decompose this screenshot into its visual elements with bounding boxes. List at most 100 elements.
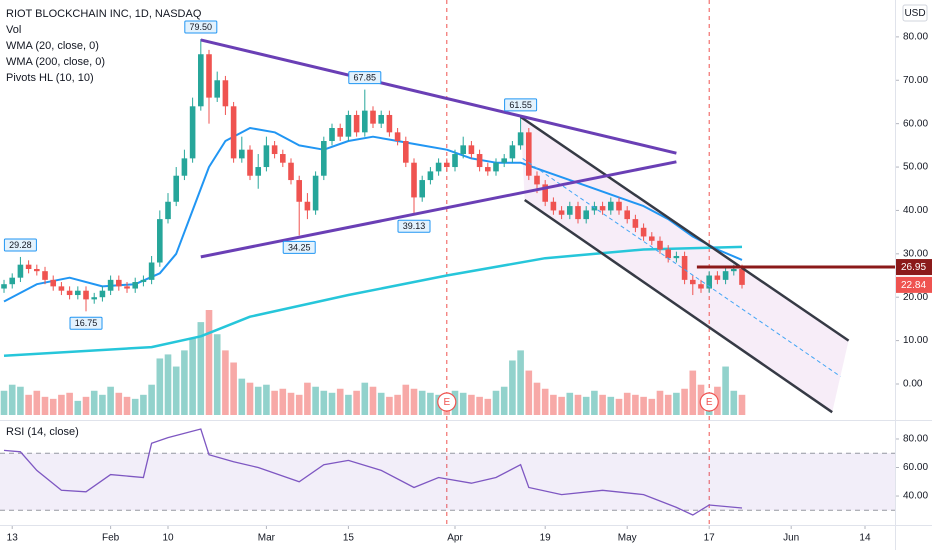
volume-bar: [353, 390, 360, 415]
candle-body: [657, 240, 663, 250]
candle-body: [444, 162, 450, 168]
candle-body: [304, 201, 311, 211]
candle-body: [624, 210, 630, 220]
volume-bar: [263, 384, 270, 415]
candle-body: [550, 201, 557, 211]
x-tick-label: 10: [162, 533, 174, 544]
legend-rsi: RSI (14, close): [6, 426, 79, 438]
volume-bar: [271, 390, 278, 415]
channel-mid: [522, 158, 841, 377]
volume-bar: [99, 394, 106, 415]
pivot-box: [504, 98, 538, 112]
candle-body: [517, 132, 524, 146]
volume-bar: [468, 394, 475, 415]
volume-bar: [459, 392, 467, 415]
candle-body: [75, 290, 81, 296]
volume-bar: [41, 396, 49, 415]
y-tick-label: 30.00: [903, 248, 928, 259]
pivot-box: [397, 219, 431, 233]
last-price-tag: [896, 276, 932, 293]
volume-bar: [394, 394, 401, 415]
earnings-label: E: [706, 397, 713, 408]
candle-body: [681, 255, 688, 280]
volume-bar: [25, 394, 32, 415]
candle-body: [345, 114, 352, 137]
volume-bar: [238, 378, 246, 415]
volume-bar: [558, 396, 565, 415]
volume-bar: [730, 390, 738, 415]
candle-body: [50, 279, 57, 287]
candle-body: [263, 145, 270, 168]
y-tick-label: 50.00: [903, 162, 928, 173]
candle-body: [558, 210, 565, 215]
x-tick-label: 17: [704, 533, 716, 544]
candle-body: [534, 175, 540, 185]
candle-body: [386, 114, 393, 133]
x-tick-label: 13: [7, 533, 19, 544]
legend-wma200: WMA (200, close, 0): [6, 56, 105, 68]
candle-body: [526, 132, 532, 176]
legend-title: RIOT BLOCKCHAIN INC, 1D, NASDAQ: [6, 8, 202, 20]
volume-bar: [418, 390, 426, 415]
volume-bar: [172, 366, 180, 415]
volume-bar: [566, 392, 574, 415]
pivot-box: [282, 240, 316, 254]
candle-body: [140, 279, 147, 283]
pivot-label: 67.85: [354, 72, 377, 82]
volume-bar: [517, 350, 524, 415]
pivot-label: 16.75: [75, 318, 98, 328]
volume-bar: [279, 388, 287, 415]
volume-bar: [525, 370, 533, 415]
volume-bar: [345, 394, 352, 415]
candle-body: [206, 54, 212, 98]
wma200-line: [3, 245, 743, 358]
candle-body: [362, 110, 368, 133]
candle-body: [181, 158, 188, 176]
candle-body: [353, 114, 360, 133]
volume-bar: [336, 388, 344, 415]
candle-body: [378, 114, 385, 124]
volume-bar: [304, 382, 311, 415]
candle-body: [42, 271, 48, 280]
candle-body: [648, 236, 655, 241]
volume-bar: [607, 396, 615, 415]
currency[interactable]: USD: [904, 8, 925, 19]
candle-body: [83, 290, 89, 300]
pivot-label: 34.25: [288, 242, 311, 252]
volume-bar: [320, 390, 328, 415]
rsi-line: [3, 428, 743, 516]
candle-body: [132, 282, 139, 289]
earnings-marker: [437, 392, 457, 412]
pivot-box: [3, 238, 37, 252]
candle-body: [99, 290, 106, 298]
volume-bar: [541, 388, 549, 415]
volume-bar: [123, 396, 131, 415]
pivot-label: 61.55: [509, 100, 532, 110]
y-tick-label: 10.00: [903, 335, 928, 346]
volume-bar: [500, 386, 508, 415]
candle-body: [312, 175, 319, 211]
volume-bar: [599, 394, 606, 415]
volume-bar: [33, 390, 41, 415]
candle-body: [91, 297, 98, 300]
candle-body: [17, 264, 24, 278]
volume-bar: [681, 388, 688, 415]
currency-box[interactable]: [902, 4, 928, 22]
legend-pivots: Pivots HL (10, 10): [6, 72, 94, 84]
candle-body: [476, 154, 483, 168]
volume-bar: [107, 386, 114, 415]
volume-bar: [369, 386, 377, 415]
level-tag-label: 26.95: [901, 262, 926, 273]
candle-body: [706, 275, 712, 289]
volume-bar: [550, 394, 557, 415]
candle-body: [1, 284, 7, 289]
volume-bar: [74, 400, 82, 415]
candle-body: [493, 162, 499, 172]
pivot-box: [348, 71, 382, 85]
candle-body: [189, 106, 196, 159]
candle-body: [239, 149, 245, 159]
volume-bar: [17, 386, 24, 415]
volume-bar: [402, 384, 410, 415]
trendline: [200, 160, 677, 259]
